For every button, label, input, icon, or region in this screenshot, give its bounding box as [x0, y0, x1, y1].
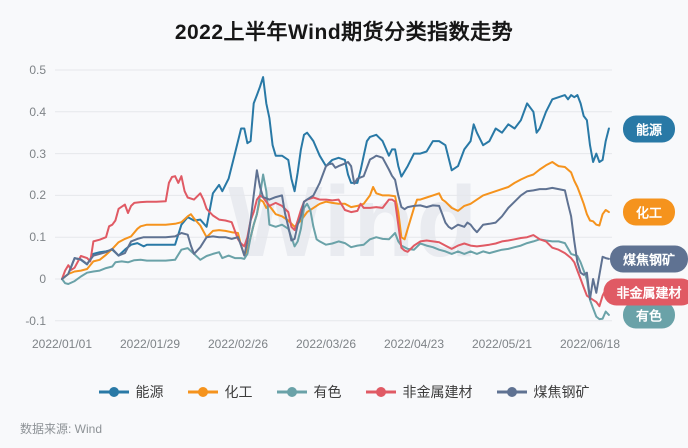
x-tick-label: 2022/06/18	[559, 337, 621, 351]
legend-label: 化工	[224, 384, 253, 400]
end-label-pill-nonferrous: 有色	[622, 301, 676, 329]
x-tick-label: 2022/03/26	[295, 337, 357, 351]
x-tick-label: 2022/02/26	[207, 337, 269, 351]
chart-legend: 能源 化工 有色 非金属建材 煤焦钢矿	[0, 382, 688, 402]
series-line-coal-steel	[61, 154, 610, 301]
series-line-nonferrous	[61, 173, 610, 321]
legend-label: 煤焦钢矿	[533, 384, 590, 400]
legend-marker-icon	[187, 387, 218, 397]
legend-item-chemical[interactable]: 化工	[187, 382, 253, 402]
legend-item-energy[interactable]: 能源	[98, 382, 164, 402]
end-label-pill-energy: 能源	[622, 115, 676, 143]
series-line-energy	[61, 76, 610, 280]
legend-item-nonferrous[interactable]: 有色	[276, 382, 342, 402]
end-label-pill-coal-steel: 煤焦钢矿	[609, 245, 688, 273]
end-label-pill-building-materials: 非金属建材	[603, 278, 688, 306]
legend-label: 能源	[135, 384, 164, 400]
series-line-chemical	[61, 161, 610, 280]
y-tick-label: 0	[39, 272, 46, 286]
legend-marker-icon	[98, 387, 129, 397]
x-tick-label: 2022/04/23	[383, 337, 445, 351]
legend-item-building-materials[interactable]: 非金属建材	[365, 382, 473, 402]
y-tick-label: 0.4	[29, 104, 46, 119]
y-tick-label: 0.5	[29, 63, 46, 77]
series-line-building-materials	[61, 175, 610, 308]
x-tick-label: 2022/05/21	[471, 337, 533, 351]
x-tick-label: 2022/01/29	[119, 337, 181, 351]
legend-marker-icon	[276, 387, 307, 397]
end-label-pill-chemical: 化工	[622, 198, 676, 226]
chart-title: 2022上半年Wind期货分类指数走势	[174, 21, 514, 44]
y-tick-label: 0.2	[29, 188, 46, 203]
legend-label: 有色	[313, 384, 342, 400]
y-tick-label: 0.3	[29, 146, 46, 161]
data-source-note: 数据来源: Wind	[20, 422, 103, 436]
y-tick-label: 0.1	[29, 230, 46, 245]
legend-marker-icon	[365, 387, 396, 397]
legend-marker-icon	[496, 387, 527, 397]
y-tick-label: -0.1	[25, 313, 46, 328]
legend-label: 非金属建材	[402, 384, 473, 400]
legend-item-coal-steel[interactable]: 煤焦钢矿	[496, 382, 590, 402]
x-tick-label: 2022/01/01	[31, 337, 93, 351]
